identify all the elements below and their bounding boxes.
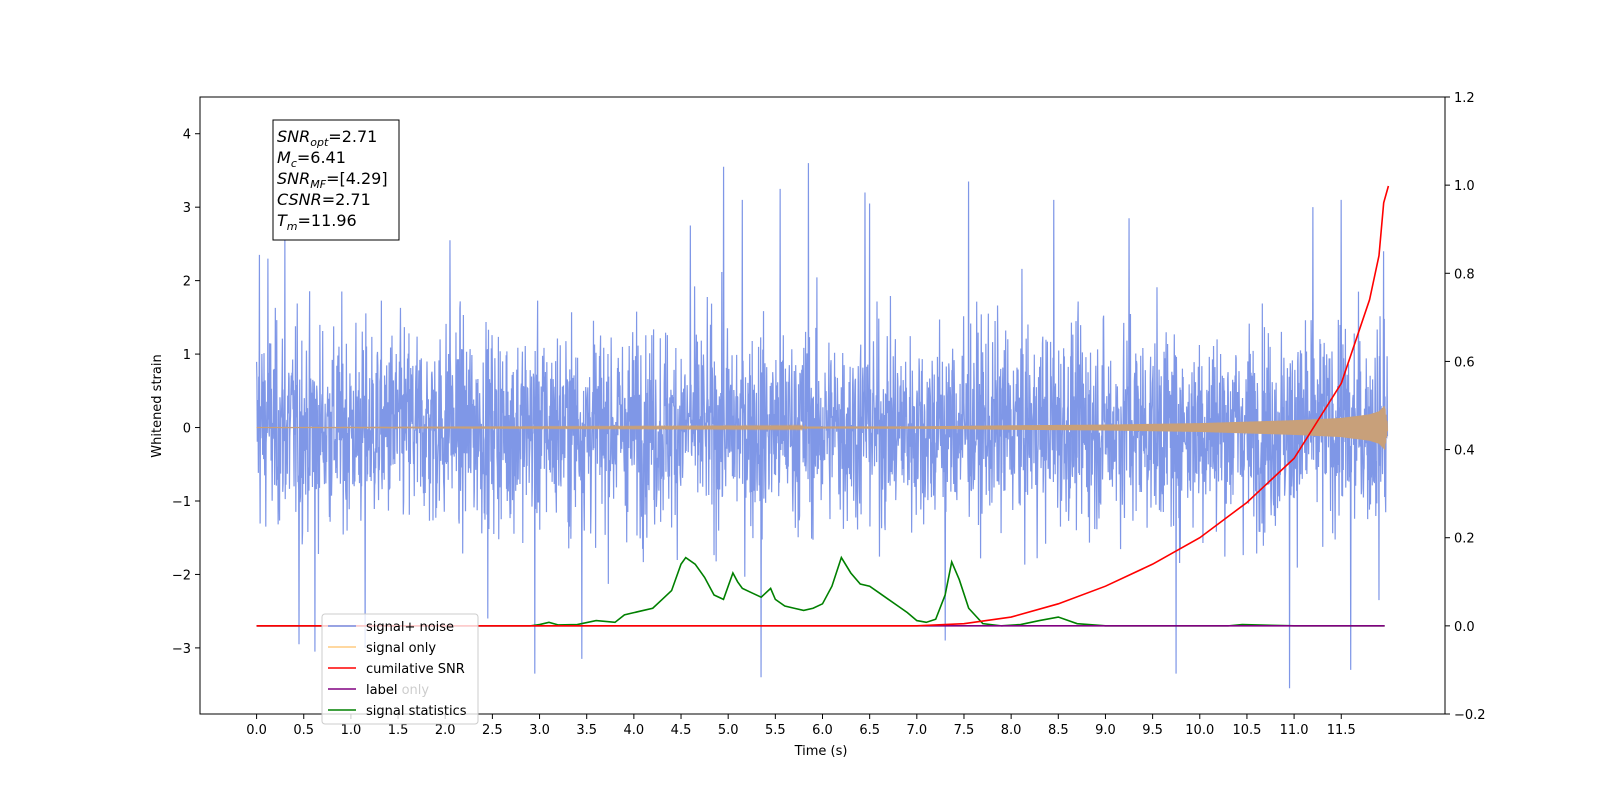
signal-only-line xyxy=(256,405,1389,450)
annotation-line: SNRopt=2.71 xyxy=(277,127,377,149)
y-tick-label: 4 xyxy=(183,128,191,143)
x-tick-label: 11.5 xyxy=(1327,723,1356,738)
x-tick-label: 10.0 xyxy=(1185,723,1214,738)
signal-statistics-line xyxy=(256,555,1385,627)
x-tick-label: 11.0 xyxy=(1280,723,1309,738)
y-tick-label: 1 xyxy=(183,348,191,363)
annotation-frame xyxy=(272,119,400,241)
legend-label: signal+ noise xyxy=(366,620,454,635)
y-tick-label: 2 xyxy=(183,275,191,290)
signal-noise-line xyxy=(255,163,1389,689)
x-tick-label: 1.0 xyxy=(341,723,362,738)
y-axis-label: Whitened strain xyxy=(150,354,165,457)
x-tick-label: 6.0 xyxy=(812,723,833,738)
x-tick-label: 8.0 xyxy=(1001,723,1022,738)
signal-only-series xyxy=(256,405,1389,450)
x-tick-label: 3.0 xyxy=(529,723,550,738)
annotation-line: SNRMF=[4.29] xyxy=(277,169,388,191)
x-tick-label: 7.5 xyxy=(954,723,975,738)
legend-label: cumilative SNR xyxy=(366,662,465,677)
x-tick-label: 0.5 xyxy=(293,723,314,738)
legend-frame xyxy=(321,613,479,725)
y-tick-label: 3 xyxy=(183,201,191,216)
x-tick-label: 5.0 xyxy=(718,723,739,738)
y2-tick-label: 0.8 xyxy=(1454,267,1475,282)
x-tick-label: 9.5 xyxy=(1142,723,1163,738)
x-tick-label: 4.5 xyxy=(671,723,692,738)
y-tick-label: −1 xyxy=(172,495,191,510)
y-tick-label: −3 xyxy=(172,642,191,657)
x-tick-label: 5.5 xyxy=(765,723,786,738)
x-tick-label: 10.5 xyxy=(1232,723,1261,738)
x-tick-label: 4.0 xyxy=(624,723,645,738)
annotation-line: Mc=6.41 xyxy=(277,148,346,170)
x-tick-label: 8.5 xyxy=(1048,723,1069,738)
x-tick-label: 6.5 xyxy=(859,723,880,738)
y-axis-left: −3 −2 −1 0 1 2 3 4 xyxy=(172,128,200,657)
y-tick-label: −2 xyxy=(172,568,191,583)
y2-tick-label: −0.2 xyxy=(1454,708,1486,723)
annotation-line: Tm=11.96 xyxy=(277,211,357,233)
x-tick-label: 3.5 xyxy=(576,723,597,738)
x-tick-label: 1.5 xyxy=(388,723,409,738)
x-tick-label: 7.0 xyxy=(906,723,927,738)
y2-tick-label: 0.4 xyxy=(1454,444,1475,459)
y2-tick-label: 0.2 xyxy=(1454,532,1475,547)
legend-label: signal only xyxy=(366,641,436,656)
y2-tick-label: 0.6 xyxy=(1454,355,1475,370)
x-tick-label: 0.0 xyxy=(246,723,267,738)
cumulative-snr-line xyxy=(256,185,1390,627)
x-tick-label: 9.0 xyxy=(1095,723,1116,738)
y2-tick-label: 1.0 xyxy=(1454,179,1475,194)
y2-tick-label: 1.2 xyxy=(1454,91,1475,106)
x-tick-label: 2.5 xyxy=(482,723,503,738)
x-axis: 0.0 0.5 1.0 1.5 2.0 2.5 3.0 3.5 4.0 4.5 5.0 5.5 6.0 6… xyxy=(246,714,1356,738)
legend-label: label xyxy=(366,683,397,698)
y-axis-right: −0.2 0.0 0.2 0.4 0.6 0.8 1.0 1.2 xyxy=(1445,91,1486,723)
annotation-line: CSNR=2.71 xyxy=(277,190,371,209)
y-tick-label: 0 xyxy=(183,422,191,437)
x-axis-label: Time (s) xyxy=(794,744,848,759)
y2-tick-label: 0.0 xyxy=(1454,620,1475,635)
x-tick-label: 2.0 xyxy=(435,723,456,738)
legend-label: signal statistics xyxy=(366,704,467,719)
signal-noise-series xyxy=(255,163,1389,689)
